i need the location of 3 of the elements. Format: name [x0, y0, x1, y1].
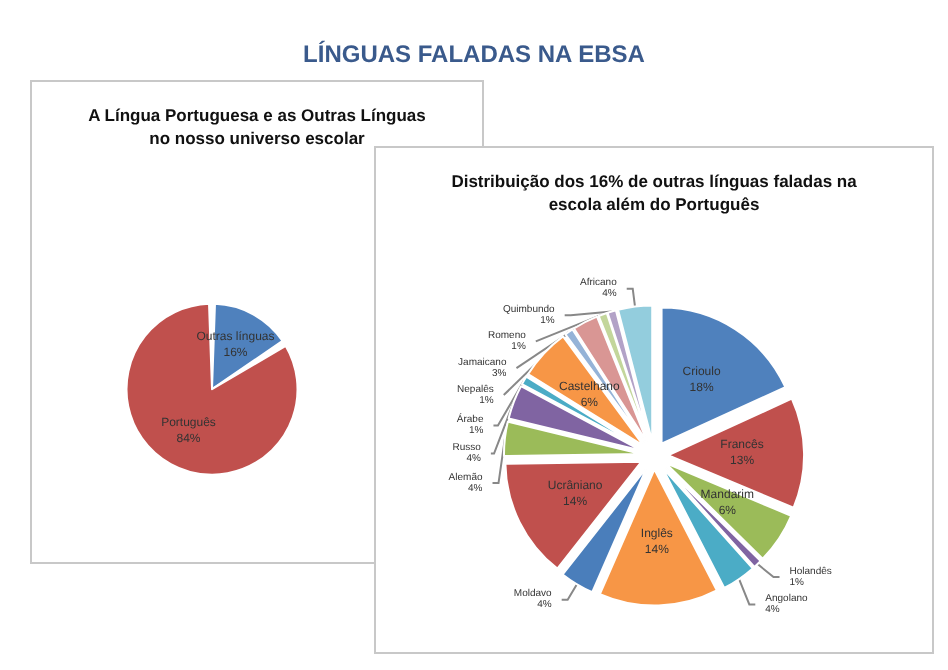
text: LÍNGUAS FALADAS NA EBSA	[303, 40, 646, 69]
chart-title: A Língua Portuguesa e as Outras Línguas no nosso universo escolar	[88, 105, 427, 149]
chart-title: Distribuição dos 16% de outras línguas faladas na escola além do Português	[451, 171, 858, 215]
